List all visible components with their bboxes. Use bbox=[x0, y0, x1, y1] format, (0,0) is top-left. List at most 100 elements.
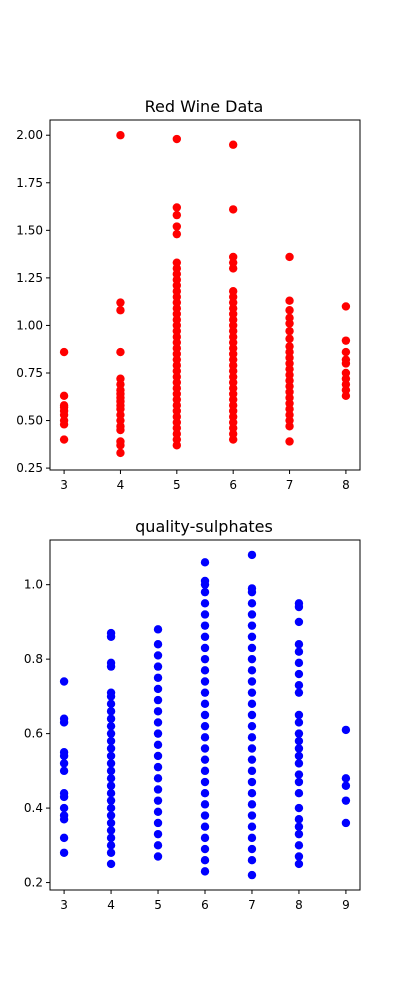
data-point bbox=[294, 829, 304, 839]
data-point bbox=[294, 841, 304, 850]
plot-frame-red-wine bbox=[49, 119, 361, 471]
data-point bbox=[341, 336, 351, 345]
data-point bbox=[247, 788, 257, 798]
y-tick-label: 1.25 bbox=[16, 271, 43, 285]
data-point bbox=[59, 435, 69, 444]
data-point bbox=[247, 632, 257, 642]
x-tick-label: 7 bbox=[286, 478, 294, 492]
data-point bbox=[247, 755, 257, 764]
data-point bbox=[106, 744, 116, 753]
data-point bbox=[106, 848, 116, 857]
data-point bbox=[106, 759, 116, 768]
data-point bbox=[294, 852, 304, 861]
points-group bbox=[59, 550, 351, 880]
y-tick-label: 0.50 bbox=[16, 414, 43, 428]
x-tick-label: 8 bbox=[295, 898, 303, 912]
data-point bbox=[172, 258, 182, 267]
data-point bbox=[116, 298, 125, 307]
data-point bbox=[200, 744, 210, 753]
data-point bbox=[153, 695, 163, 705]
data-point bbox=[153, 662, 163, 671]
data-point bbox=[247, 721, 257, 731]
data-point bbox=[247, 870, 257, 880]
x-tick-label: 5 bbox=[173, 478, 181, 492]
data-point bbox=[200, 621, 210, 630]
data-point bbox=[341, 725, 351, 735]
data-point bbox=[200, 643, 210, 653]
data-point bbox=[200, 576, 210, 586]
data-point bbox=[200, 632, 210, 642]
y-tick-label: 1.0 bbox=[24, 578, 43, 592]
data-point bbox=[200, 610, 210, 619]
data-point bbox=[200, 688, 210, 697]
data-point bbox=[153, 796, 163, 805]
data-point bbox=[294, 688, 304, 697]
data-point bbox=[172, 210, 182, 220]
data-point bbox=[106, 714, 116, 723]
data-point bbox=[294, 718, 304, 727]
x-tick-label: 8 bbox=[342, 478, 350, 492]
data-point bbox=[228, 140, 238, 149]
data-point bbox=[116, 306, 125, 315]
data-point bbox=[153, 707, 163, 716]
data-point bbox=[247, 822, 257, 831]
data-point bbox=[153, 729, 163, 738]
data-point bbox=[247, 621, 257, 630]
chart-title-red-wine: Red Wine Data bbox=[145, 97, 264, 116]
data-point bbox=[200, 666, 210, 675]
y-tick-label: 1.00 bbox=[16, 318, 43, 332]
data-point bbox=[59, 803, 69, 813]
data-point bbox=[172, 222, 182, 231]
data-point bbox=[106, 699, 116, 709]
data-point bbox=[247, 833, 257, 843]
data-point bbox=[247, 654, 257, 664]
data-point bbox=[247, 677, 257, 686]
x-axis: 3 4 5 6 7 8 bbox=[60, 470, 350, 492]
data-point bbox=[106, 803, 116, 813]
data-point bbox=[247, 844, 257, 854]
data-point bbox=[106, 841, 116, 850]
scatter-plot-red-wine: 3 4 5 6 7 8 0.25 0.50 0.75 1.00 1.25 1.50 1.75 2.00 bbox=[16, 119, 361, 492]
data-point bbox=[285, 326, 294, 336]
y-tick-label: 0.4 bbox=[24, 801, 43, 815]
data-point bbox=[116, 347, 125, 357]
x-tick-label: 4 bbox=[117, 478, 125, 492]
data-point bbox=[294, 751, 304, 761]
x-tick-label: 3 bbox=[60, 898, 68, 912]
data-point bbox=[106, 774, 116, 783]
data-point bbox=[294, 815, 304, 824]
data-point bbox=[116, 131, 125, 140]
data-point bbox=[106, 736, 116, 746]
data-point bbox=[294, 770, 304, 779]
chart-title-quality-sulphates: quality-sulphates bbox=[135, 517, 273, 536]
data-point bbox=[294, 777, 304, 787]
data-point bbox=[106, 818, 116, 828]
x-tick-label: 6 bbox=[201, 898, 209, 912]
data-point bbox=[106, 788, 116, 798]
data-point bbox=[106, 751, 116, 761]
data-point bbox=[294, 736, 304, 746]
data-point bbox=[247, 800, 257, 809]
data-point bbox=[341, 818, 351, 828]
data-point bbox=[153, 807, 163, 817]
data-point bbox=[247, 699, 257, 709]
data-point bbox=[200, 822, 210, 831]
y-tick-label: 1.75 bbox=[16, 176, 43, 190]
data-point bbox=[200, 844, 210, 854]
data-point bbox=[200, 710, 210, 720]
x-tick-label: 9 bbox=[342, 898, 350, 912]
data-point bbox=[59, 347, 69, 357]
data-point bbox=[153, 818, 163, 828]
x-axis: 3 4 5 6 7 8 9 bbox=[60, 890, 350, 912]
data-point bbox=[341, 355, 351, 364]
data-point bbox=[59, 766, 69, 776]
data-point bbox=[59, 677, 69, 686]
data-point bbox=[285, 313, 294, 323]
data-point bbox=[200, 599, 210, 608]
data-point bbox=[294, 710, 304, 720]
data-point bbox=[247, 811, 257, 820]
data-point bbox=[59, 401, 69, 410]
data-point bbox=[59, 759, 69, 768]
x-tick-label: 3 bbox=[60, 478, 68, 492]
